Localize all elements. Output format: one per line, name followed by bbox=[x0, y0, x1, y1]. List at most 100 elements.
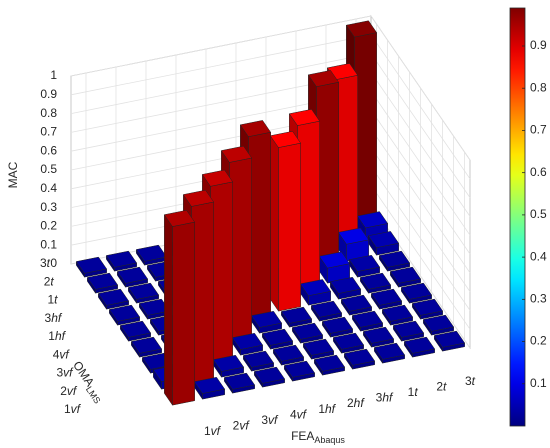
x-axis-label-sub: Abaqus bbox=[314, 435, 345, 445]
bar bbox=[370, 288, 403, 310]
x-tick-label: 2t bbox=[436, 380, 447, 394]
bar bbox=[359, 272, 392, 294]
bar bbox=[280, 306, 313, 328]
bar-top bbox=[392, 320, 425, 338]
bar-top bbox=[288, 109, 321, 126]
bar-top bbox=[362, 326, 395, 344]
bar-top bbox=[307, 70, 340, 87]
z-axis-label: MAC bbox=[6, 161, 20, 188]
bar-top bbox=[239, 120, 272, 137]
bar-front bbox=[278, 142, 301, 312]
bar bbox=[329, 276, 362, 300]
bar-top bbox=[321, 316, 354, 334]
bar bbox=[318, 251, 351, 284]
bar-top bbox=[381, 304, 414, 322]
z-tick-label: 0.1 bbox=[40, 237, 57, 251]
colorbar-tick-label: 0.1 bbox=[530, 376, 547, 390]
bar-top bbox=[340, 294, 373, 312]
bar-top bbox=[231, 332, 264, 350]
bar bbox=[163, 209, 196, 406]
x-tick-label: 4vf bbox=[290, 408, 308, 422]
z-tick-label: 0.3 bbox=[40, 200, 57, 214]
bar-front bbox=[172, 221, 195, 406]
bar-top bbox=[389, 266, 422, 284]
bar bbox=[212, 354, 245, 378]
colorbar-tick-label: 0.3 bbox=[530, 292, 547, 306]
bar-top bbox=[318, 251, 351, 269]
bar-top bbox=[422, 314, 455, 332]
bar bbox=[135, 244, 168, 266]
x-tick-label: 3t bbox=[465, 374, 476, 388]
bar-top bbox=[283, 360, 316, 378]
bar bbox=[381, 304, 414, 326]
bar bbox=[351, 310, 384, 332]
bar-top bbox=[116, 266, 149, 284]
z-tick-label: 0.5 bbox=[40, 162, 57, 176]
bar-top bbox=[272, 344, 305, 362]
bar bbox=[313, 354, 346, 376]
bar bbox=[373, 342, 406, 364]
bar-top bbox=[212, 354, 245, 372]
y-tick-label: 3hf bbox=[45, 311, 63, 325]
bar bbox=[392, 320, 425, 342]
bar bbox=[332, 332, 365, 354]
x-tick-label: 3vf bbox=[261, 413, 279, 427]
bar-top bbox=[119, 320, 152, 338]
y-tick-label: 1vf bbox=[64, 402, 82, 416]
bar bbox=[127, 282, 160, 304]
x-tick-label: 1hf bbox=[318, 402, 336, 416]
bar-top bbox=[261, 328, 294, 346]
colorbar bbox=[509, 7, 526, 427]
bar-top bbox=[299, 279, 332, 297]
bar-side bbox=[270, 134, 279, 312]
bar-top bbox=[329, 276, 362, 294]
y-tick-label: 3vf bbox=[56, 366, 74, 380]
z-tick-label: 0 bbox=[50, 256, 57, 270]
bar-top bbox=[378, 250, 411, 268]
bar-top bbox=[367, 231, 400, 248]
bar-top bbox=[359, 272, 392, 290]
bar bbox=[389, 266, 422, 288]
bar bbox=[86, 272, 119, 294]
bar bbox=[348, 254, 381, 278]
x-tick-label: 2vf bbox=[233, 419, 251, 433]
bar-top bbox=[138, 298, 171, 316]
z-tick-label: 1 bbox=[50, 68, 57, 82]
bar bbox=[261, 328, 294, 350]
bar bbox=[75, 256, 108, 278]
bar bbox=[250, 310, 283, 334]
x-tick-label: 2hf bbox=[347, 396, 365, 410]
bar bbox=[242, 350, 275, 372]
x-tick-label: 1vf bbox=[204, 424, 222, 438]
bar bbox=[400, 282, 433, 304]
y-tick-label: 4vf bbox=[53, 347, 71, 361]
z-tick-label: 0.7 bbox=[40, 125, 57, 139]
bar-top bbox=[193, 376, 226, 394]
bar bbox=[411, 298, 444, 320]
colorbar-tick-label: 0.9 bbox=[530, 38, 547, 52]
x-tick-label: 3hf bbox=[376, 391, 394, 405]
bar bbox=[253, 366, 286, 388]
colorbar-tick-label: 0.8 bbox=[530, 80, 547, 94]
bar bbox=[105, 250, 138, 272]
bar-top bbox=[370, 288, 403, 306]
bar bbox=[116, 266, 149, 288]
bar bbox=[138, 298, 171, 320]
bar-top bbox=[242, 350, 275, 368]
bar bbox=[299, 279, 332, 306]
bar bbox=[119, 320, 152, 342]
bar-top bbox=[253, 366, 286, 384]
y-tick-label: 3t bbox=[40, 256, 51, 270]
bar bbox=[223, 372, 256, 394]
bar-top bbox=[332, 332, 365, 350]
bar-top bbox=[108, 304, 141, 322]
bar bbox=[283, 360, 316, 382]
bar-top bbox=[97, 288, 130, 306]
colorbar-tick-label: 0.5 bbox=[530, 207, 547, 221]
x-axis-label: FEAAbaqus bbox=[291, 429, 345, 445]
bar-top bbox=[310, 300, 343, 318]
bar bbox=[231, 332, 264, 356]
bar-top bbox=[302, 338, 335, 356]
bar-top bbox=[130, 336, 163, 354]
y-tick-label: 2vf bbox=[60, 384, 78, 398]
